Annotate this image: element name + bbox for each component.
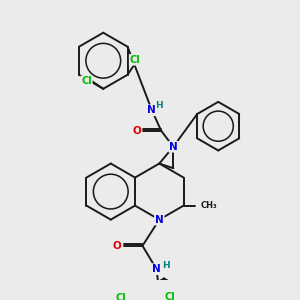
Text: Cl: Cl <box>130 55 140 65</box>
Text: O: O <box>113 241 122 251</box>
Text: Cl: Cl <box>116 293 126 300</box>
Text: N: N <box>148 105 156 115</box>
Text: N: N <box>169 142 178 152</box>
Text: Cl: Cl <box>81 76 92 86</box>
Text: Cl: Cl <box>164 292 175 300</box>
Text: O: O <box>133 126 141 136</box>
Text: H: H <box>155 101 163 110</box>
Text: CH₃: CH₃ <box>200 201 217 210</box>
Text: N: N <box>152 264 161 274</box>
Text: H: H <box>162 261 170 270</box>
Text: N: N <box>155 214 164 225</box>
